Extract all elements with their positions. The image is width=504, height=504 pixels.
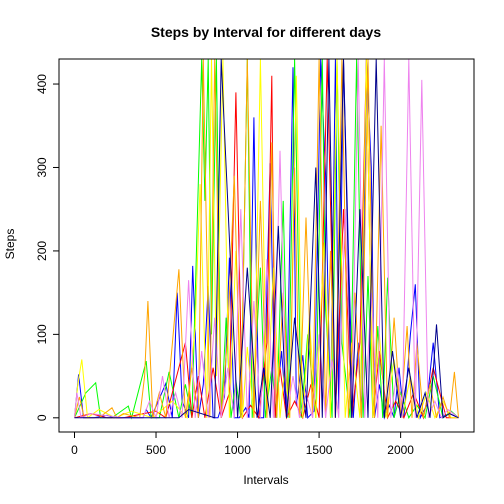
x-tick-label: 1500 — [306, 443, 333, 457]
chart-title: Steps by Interval for different days — [151, 24, 381, 40]
x-tick-label: 500 — [146, 443, 166, 457]
series-line-4 — [75, 59, 459, 418]
y-axis: 0 100 200 300 400 — [35, 74, 59, 421]
plot-clip-group — [75, 59, 459, 418]
y-axis-label: Steps — [3, 229, 17, 260]
series-line-5 — [75, 59, 459, 418]
y-tick-label: 100 — [35, 324, 49, 344]
series-layer — [75, 59, 459, 418]
x-tick-label: 1000 — [224, 443, 251, 457]
x-axis-label: Intervals — [243, 473, 288, 487]
y-tick-label: 300 — [35, 157, 49, 177]
series-line-6 — [75, 59, 459, 418]
x-axis: 0 500 1000 1500 2000 — [71, 432, 414, 457]
x-tick-label: 2000 — [387, 443, 414, 457]
series-line-2 — [75, 59, 459, 418]
x-tick-label: 0 — [71, 443, 78, 457]
y-tick-label: 400 — [35, 74, 49, 94]
series-line-3 — [75, 59, 459, 418]
series-line-1 — [75, 59, 459, 418]
y-tick-label: 0 — [35, 414, 49, 421]
series-line-7 — [75, 59, 459, 418]
y-tick-label: 200 — [35, 241, 49, 261]
